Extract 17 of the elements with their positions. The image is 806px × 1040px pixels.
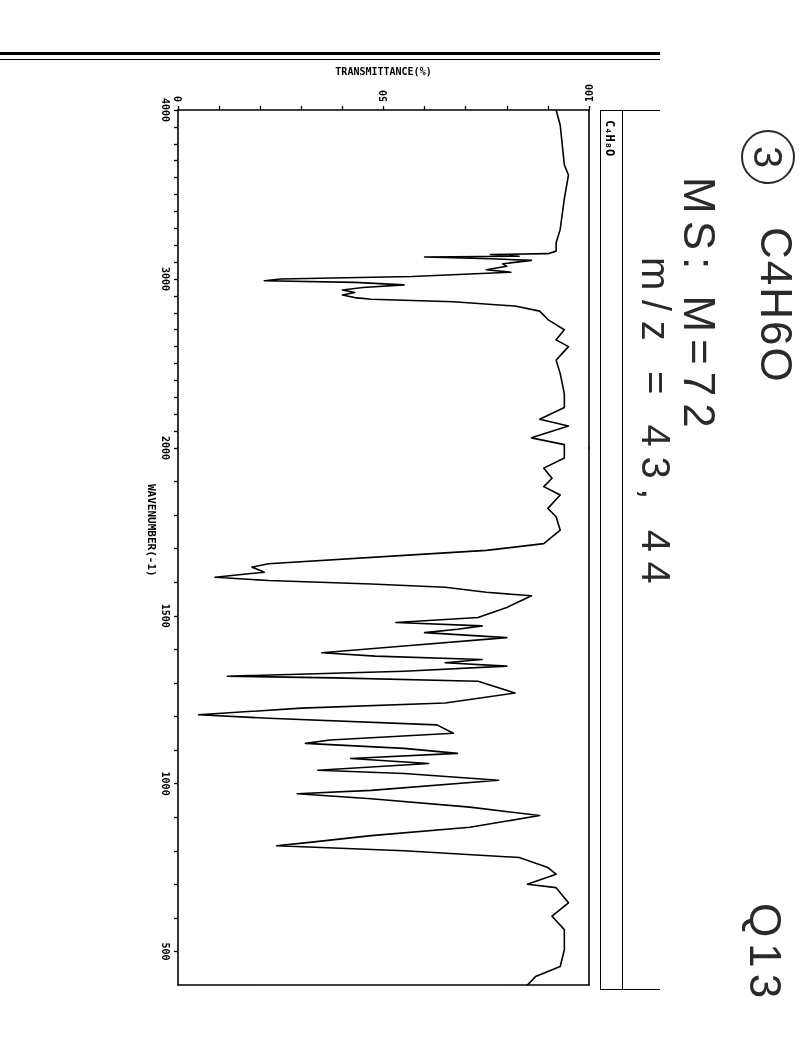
y-tick-label: 2000	[159, 435, 171, 461]
y-tick-label: 3000	[159, 266, 171, 292]
x-tick-label: 50	[378, 89, 389, 102]
text: MS: M=72	[675, 177, 724, 435]
text: Q13	[741, 903, 790, 1005]
x-tick-label: 0	[172, 95, 184, 102]
x-axis-title: TRANSMITTANCE(%)	[335, 65, 432, 77]
y-tick-label: 1500	[159, 603, 171, 628]
y-tick-label: 1000	[159, 771, 171, 796]
y-axis-title: WAVENUMBER(-1)	[144, 484, 158, 577]
text: m/z = 43, 44	[634, 257, 678, 594]
x-tick-label: 100	[583, 83, 595, 102]
y-tick-label: 500	[159, 942, 171, 961]
text: C4H6O	[752, 227, 801, 384]
y-tick-label: 4000	[159, 97, 171, 123]
text: C₄H₈O	[603, 120, 617, 157]
text: 3	[746, 146, 790, 169]
